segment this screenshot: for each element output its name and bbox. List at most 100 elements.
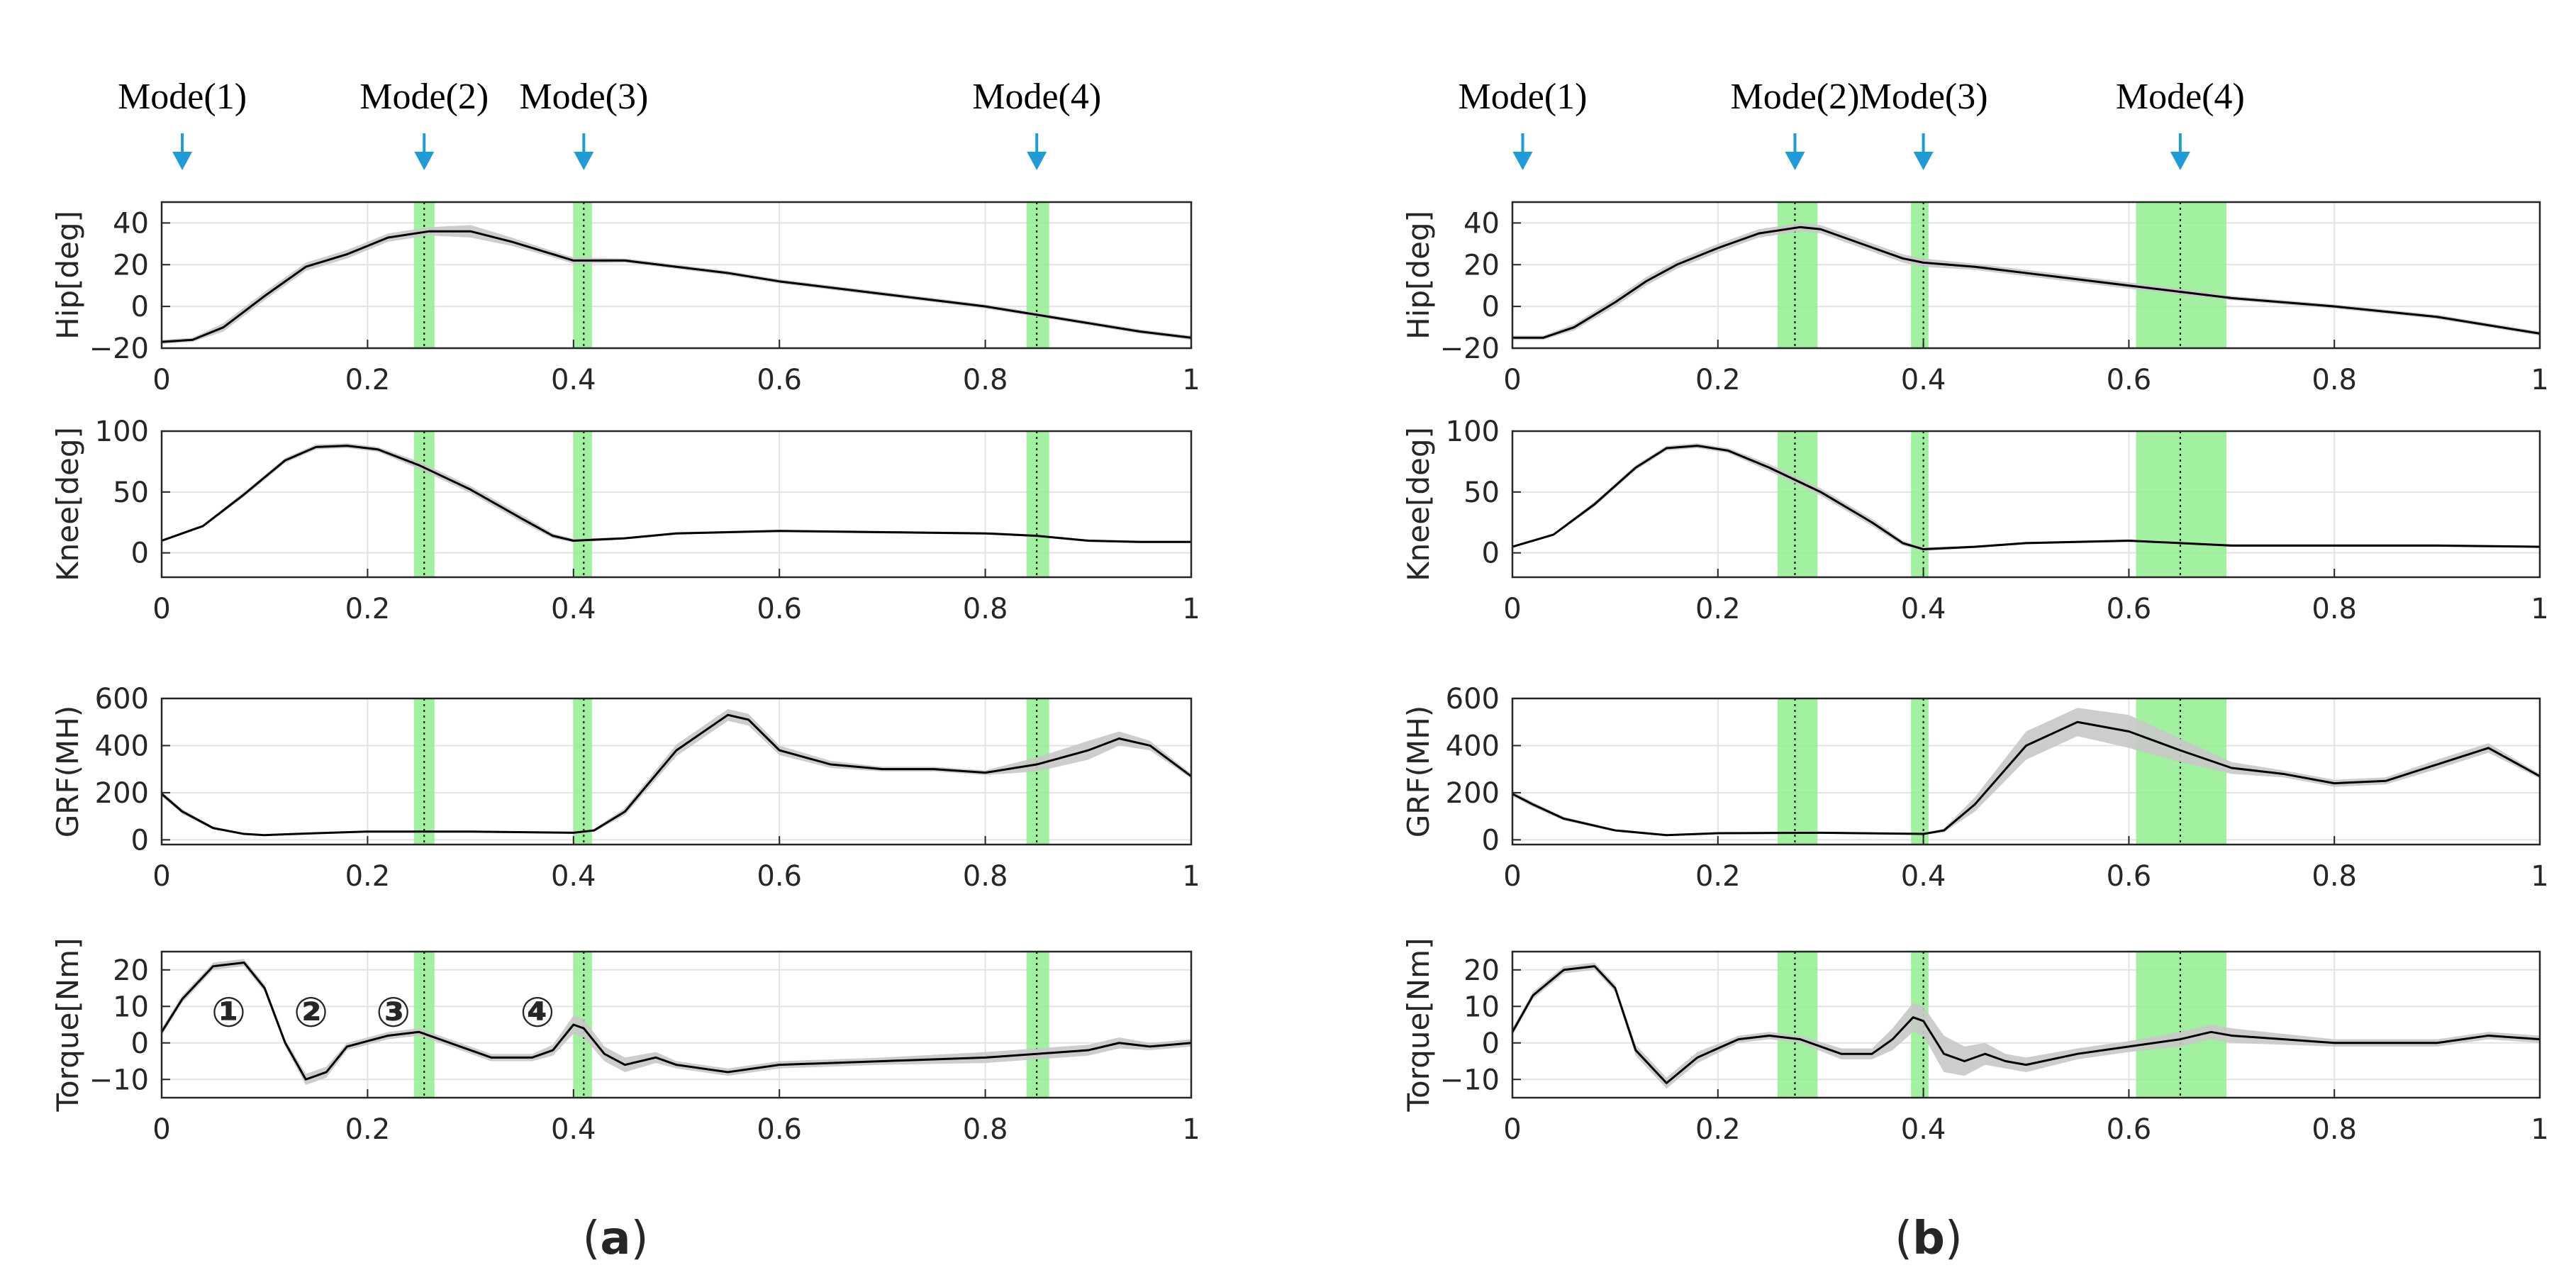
x-tick-label: 0: [152, 364, 170, 396]
mode-band: [413, 202, 435, 348]
confidence-band: [1512, 708, 2540, 837]
x-tick-label: 0.2: [1695, 593, 1741, 625]
mode-band: [1777, 698, 1818, 845]
y-tick-label: 0: [1482, 1027, 1500, 1060]
x-tick-label: 0.4: [551, 593, 596, 625]
y-tick-label: 400: [1446, 730, 1500, 762]
y-tick-label: −10: [1440, 1064, 1500, 1096]
y-tick-label: 20: [113, 249, 149, 282]
axes-frame: [1511, 950, 2541, 1099]
phase-annotation: ①: [211, 988, 246, 1037]
x-tick-label: 0.4: [551, 1113, 596, 1146]
y-tick-label: 400: [95, 730, 149, 762]
axes-background: [162, 952, 1191, 1098]
x-tick-label: 0.4: [1901, 364, 1946, 396]
axes-frame: [1511, 697, 2541, 846]
x-tick-label: 0.2: [345, 364, 391, 396]
y-axis-label: Hip[deg]: [50, 211, 85, 340]
y-tick-label: 40: [113, 207, 149, 240]
x-tick-label: 0.6: [757, 1113, 802, 1146]
y-tick-label: 10: [1463, 991, 1500, 1023]
axes-background: [162, 202, 1191, 348]
mode-band: [1911, 202, 1929, 348]
axes-frame: [160, 201, 1193, 350]
mode-band: [413, 952, 435, 1098]
subplot-kneedeg: 0 0.2 0.4 0.6 0.8 1 0 50 100 Knee[deg]: [1401, 416, 2549, 625]
axes-background: [1512, 431, 2540, 577]
y-tick-label: −20: [89, 333, 149, 365]
mode-band: [1026, 202, 1049, 348]
subplot-kneedeg: 0 0.2 0.4 0.6 0.8 1 0 50 100 Knee[deg]: [50, 416, 1200, 625]
y-axis-label: GRF(MH): [1401, 706, 1436, 837]
x-tick-label: 0.6: [757, 860, 802, 893]
mode-band: [1911, 431, 1929, 577]
x-tick-label: 0.2: [345, 1113, 391, 1146]
y-tick-label: 0: [131, 1027, 149, 1060]
y-tick-label: 0: [1482, 824, 1500, 857]
phase-annotation: ④: [520, 988, 554, 1037]
x-tick-label: 0.8: [2312, 364, 2357, 396]
phase-annotation: ③: [376, 988, 411, 1037]
x-tick-label: 0.4: [1901, 1113, 1946, 1146]
mode-label: Mode(2): [1730, 77, 1859, 117]
axes-background: [1512, 952, 2540, 1098]
x-tick-label: 0: [1503, 1113, 1521, 1146]
mode-arrow-icon: [172, 152, 193, 170]
y-tick-label: 50: [113, 477, 149, 509]
x-tick-label: 0: [1503, 860, 1521, 893]
y-axis-label: Hip[deg]: [1401, 211, 1436, 340]
y-tick-label: 200: [95, 777, 149, 810]
data-line: [1511, 965, 2541, 1084]
x-tick-label: 1: [1182, 860, 1200, 893]
confidence-band: [162, 443, 1191, 543]
data-line: [161, 230, 1192, 343]
y-tick-label: 600: [95, 683, 149, 715]
x-tick-label: 1: [1182, 593, 1200, 625]
mode-label: Mode(3): [519, 77, 648, 117]
mode-label: Mode(3): [1859, 77, 1988, 117]
y-tick-label: 40: [1463, 207, 1500, 240]
x-tick-label: 0.2: [345, 860, 391, 893]
x-tick-label: 0: [1503, 593, 1521, 625]
y-tick-label: 0: [1482, 537, 1500, 570]
mode-band: [1777, 952, 1818, 1098]
x-tick-label: 0.4: [1901, 593, 1946, 625]
confidence-band: [1512, 443, 2540, 552]
x-tick-label: 0: [152, 1113, 170, 1146]
mode-arrow-icon: [1913, 152, 1934, 170]
mode-band: [1026, 431, 1049, 577]
mode-arrow-icon: [1512, 152, 1533, 170]
axes-frame: [160, 950, 1193, 1099]
y-tick-label: 100: [1446, 416, 1500, 448]
mode-label: Mode(4): [972, 77, 1101, 117]
x-tick-label: 0.6: [2107, 860, 2152, 893]
x-tick-label: 0.6: [2107, 593, 2152, 625]
subplot-grfmh: 0 0.2 0.4 0.6 0.8 1 0 200 400 600 GRF(MH): [1401, 683, 2549, 893]
mode-band: [1777, 431, 1818, 577]
mode-band: [573, 431, 592, 577]
mode-arrow-icon: [1785, 152, 1805, 170]
mode-label: Mode(2): [359, 77, 489, 117]
data-line: [161, 713, 1192, 837]
mode-band: [2136, 202, 2227, 348]
data-line: [160, 961, 1192, 1081]
y-tick-label: 600: [1446, 683, 1500, 715]
axes-frame: [1511, 201, 2541, 350]
x-tick-label: 0.8: [963, 1113, 1008, 1146]
confidence-band: [1512, 962, 2540, 1089]
y-tick-label: −10: [89, 1064, 149, 1096]
axes-frame: [160, 697, 1193, 846]
data-line: [1512, 720, 2541, 837]
x-tick-label: 0.6: [2107, 364, 2152, 396]
x-tick-label: 0.2: [345, 593, 391, 625]
mode-label: Mode(4): [2116, 77, 2245, 117]
x-tick-label: 0.2: [1695, 364, 1741, 396]
mode-arrow-icon: [2170, 152, 2190, 170]
x-tick-label: 1: [2531, 860, 2548, 893]
x-tick-label: 0.8: [2312, 860, 2357, 893]
x-tick-label: 0.6: [757, 593, 802, 625]
mode-band: [2136, 431, 2227, 577]
